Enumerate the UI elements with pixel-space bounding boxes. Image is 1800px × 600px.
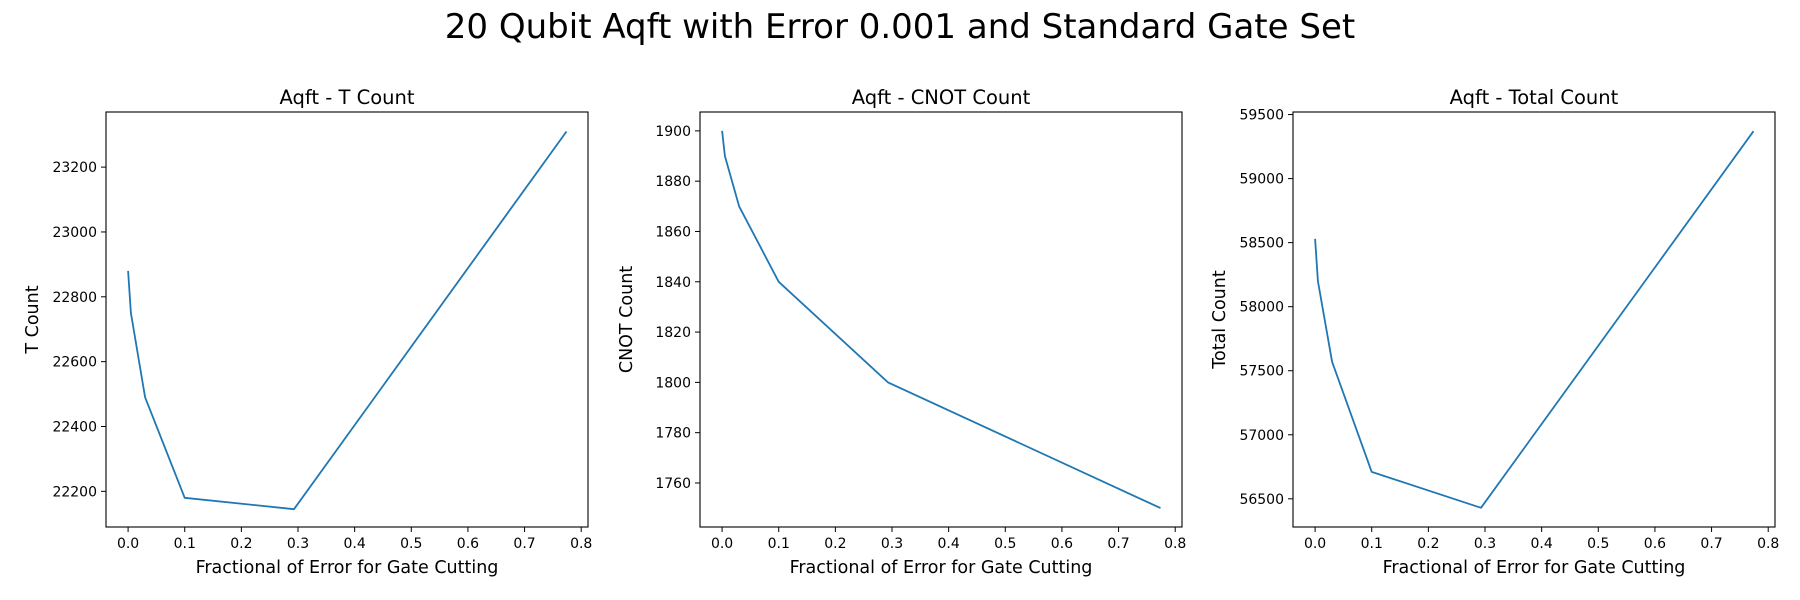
t-count-y-tick-label: 22400: [52, 419, 97, 435]
total-count-y-tick-label: 59500: [1239, 108, 1284, 124]
total-count-y-axis-label: Total Count: [1210, 270, 1230, 370]
cnot-count-y-tick-label: 1860: [655, 224, 691, 240]
cnot-count-plot-frame: [699, 111, 1183, 528]
total-count-y-tick-label: 57500: [1239, 364, 1284, 380]
total-count-plot-frame: [1292, 111, 1776, 528]
t-count-x-tick-label: 0.5: [400, 536, 422, 552]
t-count-x-axis: 0.0 0.1 0.2 0.3 0.4 0.5 0.6 0.7 0.8: [117, 527, 592, 552]
cnot-count-x-tick-label: 0.5: [994, 536, 1016, 552]
t-count-y-tick-label: 23200: [52, 160, 97, 176]
t-count-y-tick-label: 23000: [52, 225, 97, 241]
cnot-count-y-axis: 1760 1780 1800 1820 1840 1860 1880 1900: [655, 124, 700, 492]
total-count-series-line: [1314, 130, 1755, 509]
cnot-count-y-tick-label: 1840: [655, 275, 691, 291]
total-count-chart-title: Aqft - Total Count: [1450, 86, 1619, 109]
cnot-count-chart-title: Aqft - CNOT Count: [852, 86, 1031, 109]
total-count-x-tick-label: 0.0: [1304, 536, 1326, 552]
cnot-count-x-tick-label: 0.0: [711, 536, 733, 552]
cnot-count-y-tick-label: 1800: [655, 375, 691, 391]
t-count-y-tick-label: 22600: [52, 355, 97, 371]
t-count-x-tick-label: 0.8: [570, 536, 592, 552]
total-count-y-tick-label: 58500: [1239, 236, 1284, 252]
cnot-count-panel: Aqft - CNOT Count 0.0 0.1 0.2 0.3 0.4 0.5 0.6 0…: [617, 86, 1186, 578]
cnot-count-y-tick-label: 1900: [655, 124, 691, 140]
t-count-x-tick-label: 0.3: [287, 536, 309, 552]
total-count-y-tick-label: 59000: [1239, 172, 1284, 188]
t-count-y-tick-label: 22800: [52, 290, 97, 306]
t-count-plot-frame: [105, 111, 589, 528]
t-count-panel: Aqft - T Count 0.0 0.1 0.2 0.3 0.4 0.5 0.6 0.7 0…: [23, 86, 592, 578]
total-count-y-tick-label: 58000: [1239, 300, 1284, 316]
total-count-x-tick-label: 0.7: [1700, 536, 1722, 552]
total-count-panel: Aqft - Total Count 0.0 0.1 0.2 0.3 0.4 0.5 0.6…: [1210, 86, 1779, 578]
t-count-x-tick-label: 0.6: [457, 536, 479, 552]
cnot-count-x-axis: 0.0 0.1 0.2 0.3 0.4 0.5 0.6 0.7 0.8: [711, 527, 1186, 552]
t-count-y-tick-label: 22200: [52, 484, 97, 500]
cnot-count-y-axis-label: CNOT Count: [617, 266, 637, 373]
t-count-y-axis-label: T Count: [23, 285, 43, 354]
cnot-count-x-tick-label: 0.2: [824, 536, 846, 552]
total-count-y-axis: 56500 57000 57500 58000 58500 59000 59500: [1239, 108, 1293, 508]
t-count-x-tick-label: 0.0: [117, 536, 139, 552]
cnot-count-y-tick-label: 1820: [655, 325, 691, 341]
cnot-count-x-tick-label: 0.7: [1107, 536, 1129, 552]
cnot-count-series-line: [721, 130, 1161, 509]
t-count-chart-title: Aqft - T Count: [280, 86, 415, 109]
cnot-count-y-tick-label: 1760: [655, 476, 691, 492]
t-count-x-tick-label: 0.4: [344, 536, 366, 552]
total-count-x-axis: 0.0 0.1 0.2 0.3 0.4 0.5 0.6 0.7 0.8: [1304, 527, 1779, 552]
cnot-count-x-tick-label: 0.1: [768, 536, 790, 552]
total-count-x-tick-label: 0.6: [1644, 536, 1666, 552]
t-count-x-tick-label: 0.2: [230, 536, 252, 552]
total-count-x-tick-label: 0.2: [1417, 536, 1439, 552]
t-count-x-tick-label: 0.7: [513, 536, 535, 552]
total-count-x-axis-label: Fractional of Error for Gate Cutting: [1383, 558, 1686, 578]
cnot-count-x-axis-label: Fractional of Error for Gate Cutting: [790, 558, 1093, 578]
cnot-count-x-tick-label: 0.3: [881, 536, 903, 552]
t-count-x-axis-label: Fractional of Error for Gate Cutting: [196, 558, 499, 578]
total-count-y-tick-label: 57000: [1239, 428, 1284, 444]
total-count-x-tick-label: 0.4: [1531, 536, 1553, 552]
t-count-y-axis: 22200 22400 22600 22800 23000 23200: [52, 160, 106, 500]
total-count-y-tick-label: 56500: [1239, 492, 1284, 508]
t-count-x-tick-label: 0.1: [174, 536, 196, 552]
t-count-series-line: [127, 130, 568, 511]
figure-title: 20 Qubit Aqft with Error 0.001 and Stand…: [445, 7, 1355, 47]
total-count-x-tick-label: 0.8: [1757, 536, 1779, 552]
cnot-count-x-tick-label: 0.6: [1051, 536, 1073, 552]
cnot-count-y-tick-label: 1880: [655, 174, 691, 190]
cnot-count-y-tick-label: 1780: [655, 426, 691, 442]
total-count-x-tick-label: 0.5: [1587, 536, 1609, 552]
cnot-count-x-tick-label: 0.8: [1164, 536, 1186, 552]
cnot-count-x-tick-label: 0.4: [938, 536, 960, 552]
total-count-x-tick-label: 0.1: [1361, 536, 1383, 552]
total-count-x-tick-label: 0.3: [1474, 536, 1496, 552]
